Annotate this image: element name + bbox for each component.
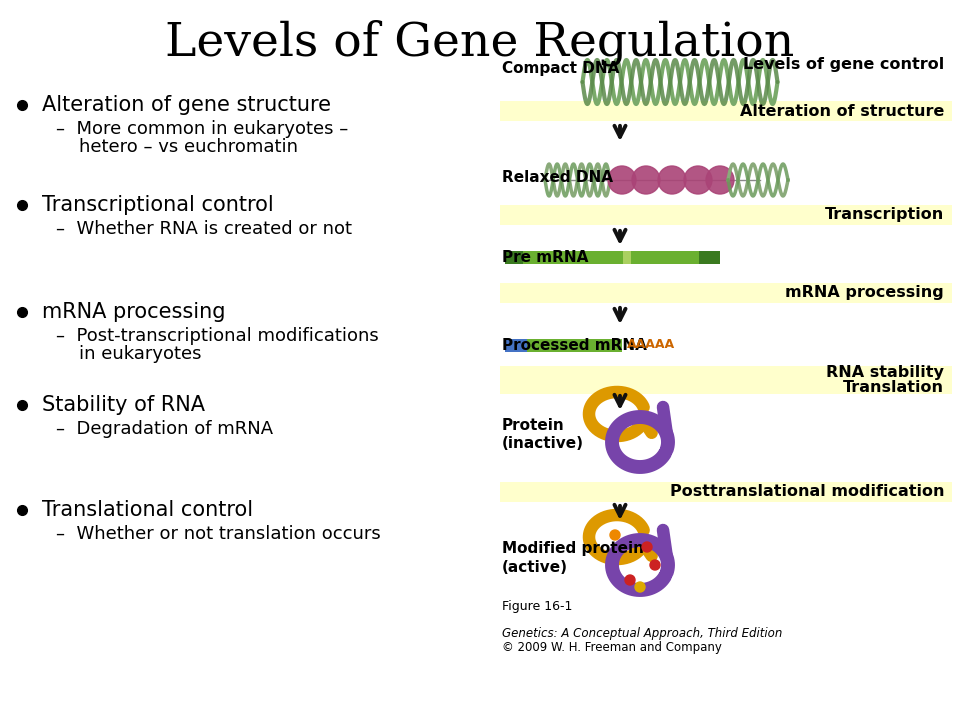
Text: Alteration of gene structure: Alteration of gene structure	[42, 95, 331, 115]
Circle shape	[625, 575, 635, 585]
Circle shape	[632, 166, 660, 194]
Text: Translational control: Translational control	[42, 500, 253, 520]
Bar	[505, 338, 527, 351]
Text: mRNA processing: mRNA processing	[785, 286, 944, 300]
Bar	[500, 366, 952, 394]
Text: in eukaryotes: in eukaryotes	[56, 345, 202, 363]
Bar	[527, 338, 622, 351]
Text: hetero – vs euchromatin: hetero – vs euchromatin	[56, 138, 298, 156]
Bar	[631, 251, 699, 264]
Circle shape	[635, 582, 645, 592]
Circle shape	[650, 560, 660, 570]
Text: –  More common in eukaryotes –: – More common in eukaryotes –	[56, 120, 348, 138]
Text: Levels of gene control: Levels of gene control	[743, 58, 944, 73]
Bar	[523, 251, 623, 264]
Circle shape	[706, 166, 734, 194]
Text: Transcriptional control: Transcriptional control	[42, 195, 274, 215]
Bar	[500, 205, 952, 225]
Text: AAAAA: AAAAA	[627, 338, 675, 351]
Text: Processed mRNA: Processed mRNA	[502, 338, 647, 353]
Bar	[623, 251, 631, 264]
Text: © 2009 W. H. Freeman and Company: © 2009 W. H. Freeman and Company	[502, 641, 722, 654]
Text: Modified protein: Modified protein	[502, 541, 644, 557]
Text: Posttranslational modification: Posttranslational modification	[669, 485, 944, 500]
Circle shape	[684, 166, 712, 194]
Text: Alteration of structure: Alteration of structure	[739, 104, 944, 119]
Text: (active): (active)	[502, 559, 568, 575]
Text: –  Post-transcriptional modifications: – Post-transcriptional modifications	[56, 327, 379, 345]
Circle shape	[610, 530, 620, 540]
Text: Translation: Translation	[843, 380, 944, 395]
Text: Genetics: A Conceptual Approach, Third Edition: Genetics: A Conceptual Approach, Third E…	[502, 627, 782, 640]
Text: –  Whether or not translation occurs: – Whether or not translation occurs	[56, 525, 381, 543]
Text: Protein: Protein	[502, 418, 564, 433]
Text: RNA stability: RNA stability	[827, 364, 944, 379]
Bar	[500, 283, 952, 303]
Bar	[505, 251, 523, 264]
Circle shape	[642, 542, 652, 552]
Bar	[500, 101, 952, 121]
Text: Stability of RNA: Stability of RNA	[42, 395, 205, 415]
Text: Figure 16-1: Figure 16-1	[502, 600, 572, 613]
Text: –  Whether RNA is created or not: – Whether RNA is created or not	[56, 220, 352, 238]
Circle shape	[658, 166, 686, 194]
Text: Transcription: Transcription	[825, 207, 944, 222]
Bar	[699, 251, 720, 264]
Text: –  Degradation of mRNA: – Degradation of mRNA	[56, 420, 274, 438]
Text: mRNA processing: mRNA processing	[42, 302, 226, 322]
Text: Compact DNA: Compact DNA	[502, 60, 619, 76]
Circle shape	[608, 166, 636, 194]
Text: Pre mRNA: Pre mRNA	[502, 250, 588, 264]
Text: Levels of Gene Regulation: Levels of Gene Regulation	[165, 20, 795, 66]
Bar	[500, 482, 952, 502]
Text: Relaxed DNA: Relaxed DNA	[502, 171, 613, 186]
Text: (inactive): (inactive)	[502, 436, 584, 451]
